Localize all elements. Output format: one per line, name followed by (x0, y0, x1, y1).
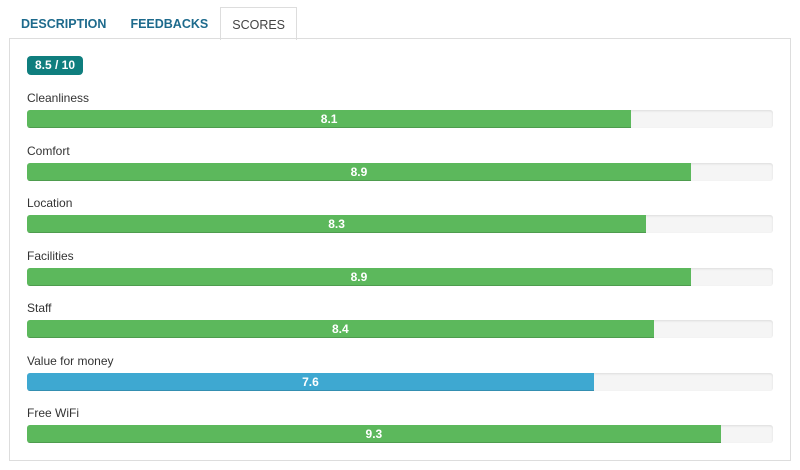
progress-track: 8.3 (27, 215, 773, 233)
score-value: 7.6 (302, 374, 319, 389)
score-value: 8.4 (331, 322, 349, 336)
score-label: Facilities (27, 248, 74, 263)
tab[interactable]: SCORES (220, 7, 298, 40)
score-label: Free WiFi (27, 406, 79, 420)
progress-bar: 8.9 (27, 162, 691, 181)
progress-track: 8.4 (27, 320, 773, 338)
progress-bar: 8.1 (27, 110, 632, 128)
scores-panel: 8.5 / 10 Cleanliness 8.1 Comfort 8.9 Locatio… (9, 38, 791, 461)
tab[interactable]: DESCRIPTION (21, 17, 107, 31)
tab[interactable]: FEEDBACKS (130, 17, 209, 31)
progress-bar: 7.6 (27, 372, 594, 391)
score-value: 9.3 (365, 427, 383, 441)
score-label: Value for money (27, 353, 114, 368)
score-label: Location (27, 196, 73, 210)
score-value: 8.3 (328, 217, 345, 231)
score-label: Staff (27, 301, 52, 315)
progress-track: 7.6 (27, 372, 773, 391)
progress-bar: 9.3 (27, 425, 721, 443)
score-value: 8.1 (320, 112, 338, 126)
progress-bar: 8.3 (27, 215, 647, 233)
score-value: 8.9 (350, 164, 368, 179)
overall-badge: 8.5 / 10 (27, 56, 84, 75)
score-label: Comfort (27, 143, 70, 158)
progress-track: 8.9 (27, 162, 773, 181)
score-value: 8.9 (350, 269, 368, 284)
progress-track: 8.9 (27, 267, 773, 286)
progress-bar: 8.9 (27, 267, 691, 286)
tab-bar: DESCRIPTION FEEDBACKS SCORES (9, 6, 298, 40)
progress-track: 8.1 (27, 110, 773, 128)
progress-bar: 8.4 (27, 320, 654, 338)
score-label: Cleanliness (27, 91, 90, 105)
progress-track: 9.3 (27, 425, 773, 443)
